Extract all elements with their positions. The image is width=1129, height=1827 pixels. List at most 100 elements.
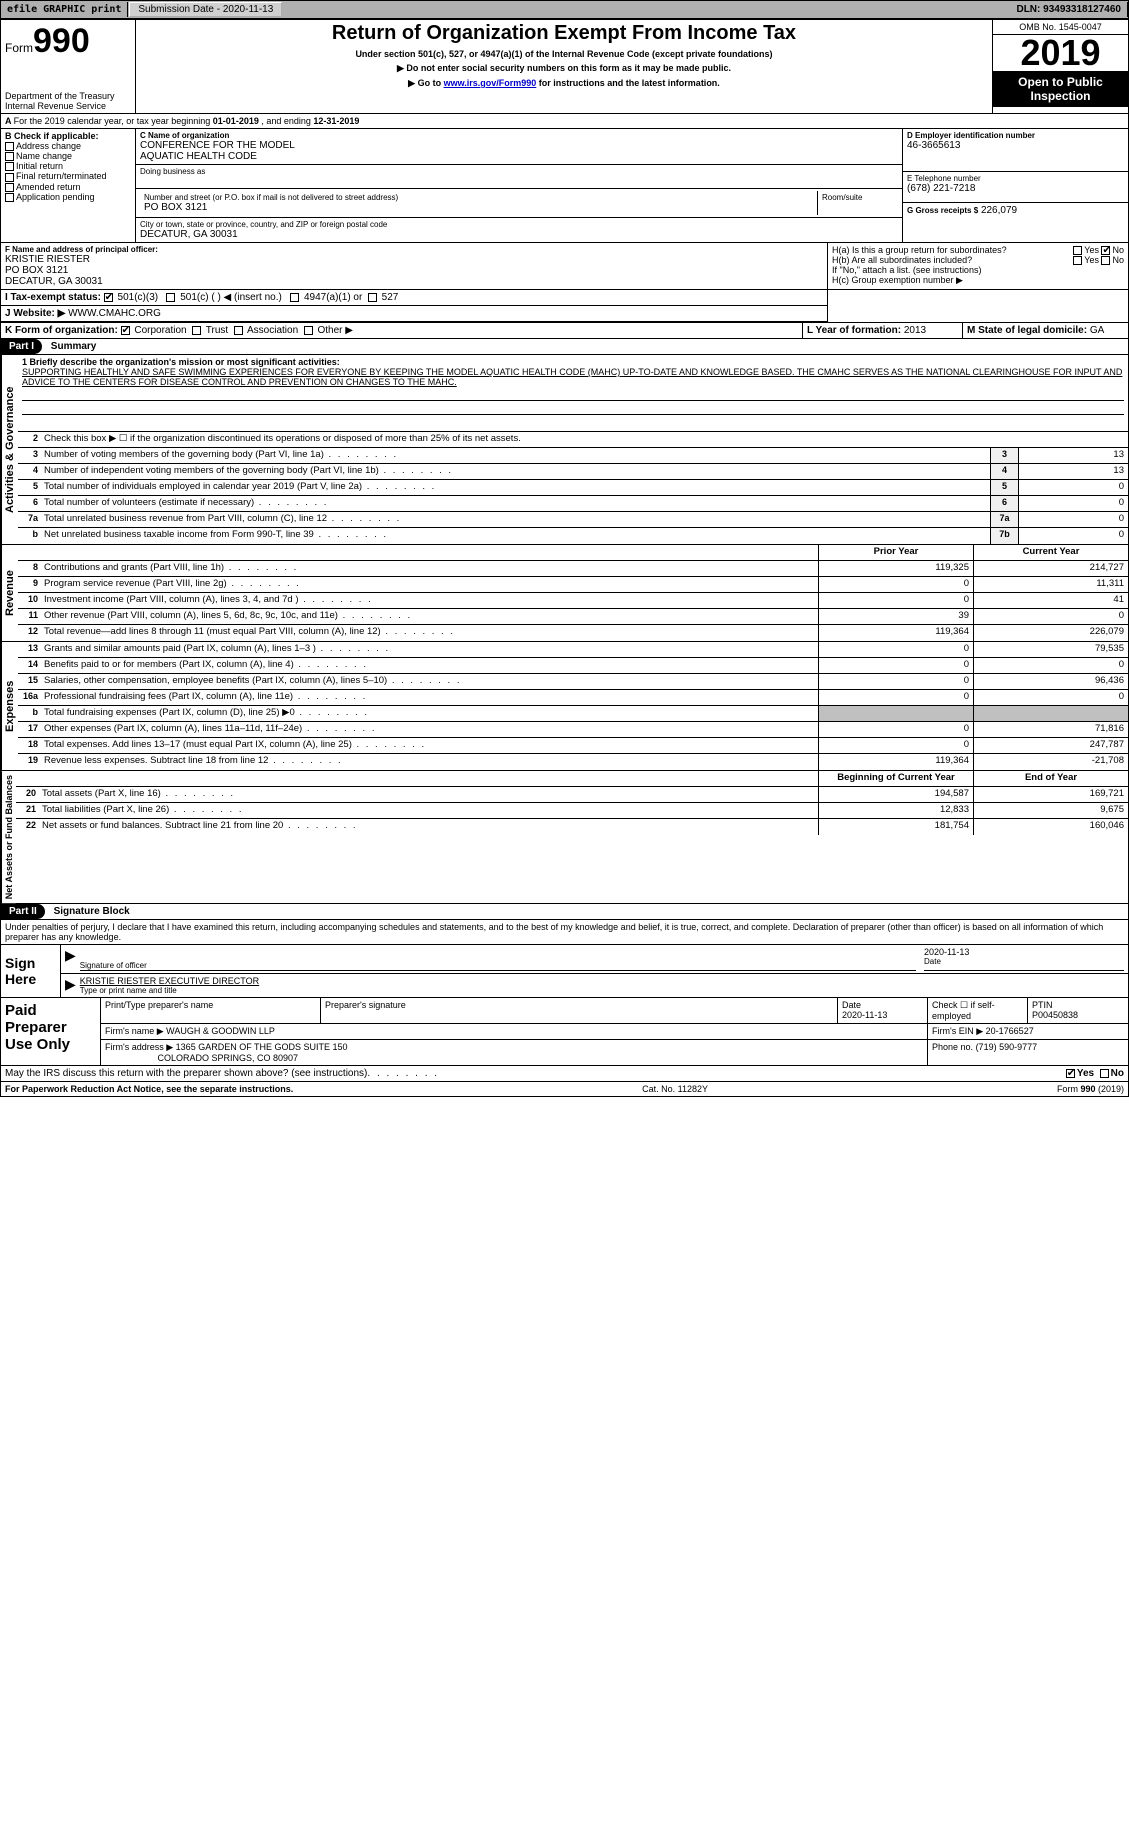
footer-right: Form 990 (2019) [1057,1084,1124,1094]
vtab-rev: Revenue [1,545,18,641]
col-eoy: End of Year [973,771,1128,786]
hb-lbl: H(b) Are all subordinates included? [832,255,972,265]
chk-501c[interactable] [166,293,175,302]
hb-yes[interactable] [1073,256,1082,265]
discuss-question: May the IRS discuss this return with the… [5,1068,367,1079]
summary-line-19: 19Revenue less expenses. Subtract line 1… [18,754,1128,770]
sig-date-lbl: Date [924,957,1124,966]
part1-hdr: Part I [1,339,42,354]
org-name-1: CONFERENCE FOR THE MODEL [140,140,898,151]
ein-value: 46-3665613 [907,140,1124,151]
discuss-no[interactable] [1100,1069,1109,1078]
chk-amended-return[interactable] [5,183,14,192]
summary-line-16a: 16aProfessional fundraising fees (Part I… [18,690,1128,706]
chk-assoc[interactable] [234,326,243,335]
summary-line-10: 10Investment income (Part VIII, column (… [18,593,1128,609]
chk-initial-return[interactable] [5,162,14,171]
firm-phone: (719) 590-9777 [976,1042,1038,1052]
ha-yes[interactable] [1073,246,1082,255]
box-m-lbl: M State of legal domicile: [967,325,1087,336]
box-l-lbl: L Year of formation: [807,325,901,336]
chk-trust[interactable] [192,326,201,335]
footer-left: For Paperwork Reduction Act Notice, see … [5,1084,293,1094]
arrow-icon: ▶ [65,947,76,971]
website-value: WWW.CMAHC.ORG [68,308,161,319]
summary-line-b: bNet unrelated business taxable income f… [18,528,1128,544]
footer-center: Cat. No. 11282Y [642,1084,708,1094]
firm-ein: 20-1766527 [986,1026,1034,1036]
form-header: Form990 Department of the Treasury Inter… [0,19,1129,114]
box-b-title: B Check if applicable: [5,131,131,141]
open-to-public: Open to Public Inspection [993,71,1128,107]
summary-line-6: 6Total number of volunteers (estimate if… [18,496,1128,512]
firm-addr1: 1365 GARDEN OF THE GODS SUITE 150 [176,1042,348,1052]
summary-line-3: 3Number of voting members of the governi… [18,448,1128,464]
irs-link[interactable]: www.irs.gov/Form990 [444,78,537,88]
chk-501c3[interactable] [104,293,113,302]
sign-here-section: Sign Here ▶ Signature of officer 2020-11… [0,945,1129,998]
discuss-yes[interactable] [1066,1069,1075,1078]
chk-address-change[interactable] [5,142,14,151]
submission-date-button[interactable]: Submission Date - 2020-11-13 [129,2,282,17]
vtab-exp: Expenses [1,642,18,770]
officer-name-title: KRISTIE RIESTER EXECUTIVE DIRECTOR [80,976,1124,986]
efile-label: efile GRAPHIC print [1,2,128,17]
officer-group-row: F Name and address of principal officer:… [0,243,1129,290]
org-city: DECATUR, GA 30031 [140,229,898,240]
part2-hdr: Part II [1,904,45,919]
summary-line-4: 4Number of independent voting members of… [18,464,1128,480]
summary-line-7a: 7aTotal unrelated business revenue from … [18,512,1128,528]
form-word: Form [5,41,33,55]
hb-note: If "No," attach a list. (see instruction… [832,265,1124,275]
firm-name: WAUGH & GOODWIN LLP [166,1026,275,1036]
subtitle-3: ▶ Go to www.irs.gov/Form990 for instruct… [144,78,984,89]
summary-line-12: 12Total revenue—add lines 8 through 11 (… [18,625,1128,641]
part2-title: Signature Block [48,904,136,919]
chk-other[interactable] [304,326,313,335]
ha-no[interactable] [1101,246,1110,255]
chk-final-return[interactable] [5,173,14,182]
tax-period-row: A For the 2019 calendar year, or tax yea… [0,114,1129,129]
chk-4947[interactable] [290,293,299,302]
dba-lbl: Doing business as [140,167,898,176]
firm-addr2: COLORADO SPRINGS, CO 80907 [158,1053,299,1063]
summary-line-5: 5Total number of individuals employed in… [18,480,1128,496]
summary-line-20: 20Total assets (Part X, line 16)194,5871… [16,787,1128,803]
chk-527[interactable] [368,293,377,302]
page-footer: For Paperwork Reduction Act Notice, see … [0,1082,1129,1097]
name-title-lbl: Type or print name and title [80,986,1124,995]
chk-corp[interactable] [121,326,130,335]
officer-city: DECATUR, GA 30031 [5,276,823,287]
line2-text: Check this box ▶ ☐ if the organization d… [42,432,1128,447]
box-i-lbl: I Tax-exempt status: [5,292,101,303]
summary-line-14: 14Benefits paid to or for members (Part … [18,658,1128,674]
subtitle-2: ▶ Do not enter social security numbers o… [144,63,984,74]
sig-date-val: 2020-11-13 [924,947,1124,957]
paid-preparer-label: Paid Preparer Use Only [1,998,101,1065]
col-boy: Beginning of Current Year [818,771,973,786]
hb-no[interactable] [1101,256,1110,265]
subtitle-1: Under section 501(c), 527, or 4947(a)(1)… [144,49,984,59]
box-k-lbl: K Form of organization: [5,325,118,336]
officer-addr: PO BOX 3121 [5,265,823,276]
org-address: PO BOX 3121 [144,202,813,213]
mission-text: SUPPORTING HEALTHLY AND SAFE SWIMMING EX… [22,367,1124,387]
officer-name: KRISTIE RIESTER [5,254,823,265]
col-current: Current Year [973,545,1128,560]
status-website-row: I Tax-exempt status: 501(c)(3) 501(c) ( … [0,290,1129,323]
summary-line-11: 11Other revenue (Part VIII, column (A), … [18,609,1128,625]
box-f-lbl: F Name and address of principal officer: [5,245,823,254]
summary-line-22: 22Net assets or fund balances. Subtract … [16,819,1128,835]
ha-lbl: H(a) Is this a group return for subordin… [832,245,1007,255]
col-prior: Prior Year [818,545,973,560]
tax-year: 2019 [993,35,1128,71]
room-lbl: Room/suite [822,193,894,202]
hc-lbl: H(c) Group exemption number ▶ [832,275,1124,286]
summary-line-18: 18Total expenses. Add lines 13–17 (must … [18,738,1128,754]
summary-line-17: 17Other expenses (Part IX, column (A), l… [18,722,1128,738]
chk-app-pending[interactable] [5,193,14,202]
chk-name-change[interactable] [5,152,14,161]
sec-activities-governance: Activities & Governance 1 Briefly descri… [0,355,1129,545]
phone-value: (678) 221-7218 [907,183,1124,194]
addr-lbl: Number and street (or P.O. box if mail i… [144,193,813,202]
